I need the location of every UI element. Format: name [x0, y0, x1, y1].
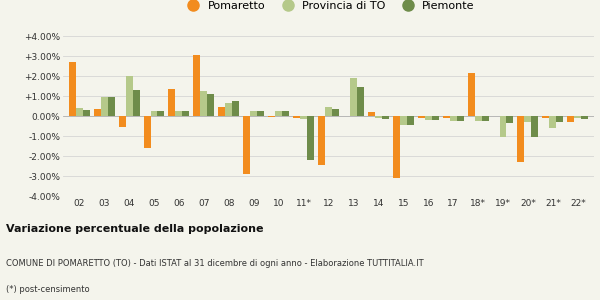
Bar: [457, 116, 464, 121]
Bar: [193, 55, 200, 116]
Bar: [107, 97, 115, 116]
Bar: [517, 116, 524, 162]
Bar: [574, 116, 581, 118]
Bar: [157, 111, 164, 116]
Bar: [94, 109, 101, 116]
Bar: [293, 116, 300, 118]
Bar: [101, 97, 107, 116]
Bar: [125, 76, 133, 116]
Bar: [307, 116, 314, 160]
Bar: [182, 111, 190, 116]
Bar: [300, 116, 307, 119]
Bar: [382, 116, 389, 119]
Bar: [449, 116, 457, 121]
Bar: [169, 89, 175, 116]
Bar: [133, 90, 140, 116]
Bar: [119, 116, 125, 127]
Bar: [506, 116, 514, 123]
Bar: [325, 107, 332, 116]
Bar: [418, 116, 425, 118]
Bar: [350, 78, 357, 116]
Bar: [257, 111, 264, 116]
Bar: [143, 116, 151, 148]
Bar: [282, 111, 289, 116]
Bar: [407, 116, 414, 125]
Bar: [432, 116, 439, 120]
Bar: [425, 116, 432, 120]
Bar: [556, 116, 563, 122]
Legend: Pomaretto, Provincia di TO, Piemonte: Pomaretto, Provincia di TO, Piemonte: [178, 0, 479, 16]
Bar: [232, 101, 239, 116]
Bar: [243, 116, 250, 174]
Text: (*) post-censimento: (*) post-censimento: [6, 286, 89, 295]
Bar: [500, 116, 506, 137]
Bar: [467, 73, 475, 116]
Bar: [524, 116, 532, 122]
Bar: [83, 110, 89, 116]
Bar: [568, 116, 574, 122]
Bar: [208, 94, 214, 116]
Text: Variazione percentuale della popolazione: Variazione percentuale della popolazione: [6, 224, 263, 235]
Bar: [332, 109, 339, 116]
Bar: [482, 116, 488, 121]
Bar: [218, 107, 225, 116]
Bar: [250, 111, 257, 116]
Bar: [275, 111, 282, 116]
Bar: [400, 116, 407, 125]
Bar: [475, 116, 482, 121]
Bar: [368, 112, 375, 116]
Bar: [375, 116, 382, 118]
Bar: [393, 116, 400, 178]
Bar: [443, 116, 449, 118]
Bar: [357, 87, 364, 116]
Bar: [542, 116, 550, 118]
Bar: [550, 116, 556, 128]
Bar: [69, 62, 76, 116]
Bar: [268, 116, 275, 117]
Bar: [175, 111, 182, 116]
Text: COMUNE DI POMARETTO (TO) - Dati ISTAT al 31 dicembre di ogni anno - Elaborazione: COMUNE DI POMARETTO (TO) - Dati ISTAT al…: [6, 259, 424, 268]
Bar: [318, 116, 325, 165]
Bar: [581, 116, 588, 119]
Bar: [200, 91, 208, 116]
Bar: [151, 111, 157, 116]
Bar: [225, 103, 232, 116]
Bar: [76, 108, 83, 116]
Bar: [532, 116, 538, 137]
